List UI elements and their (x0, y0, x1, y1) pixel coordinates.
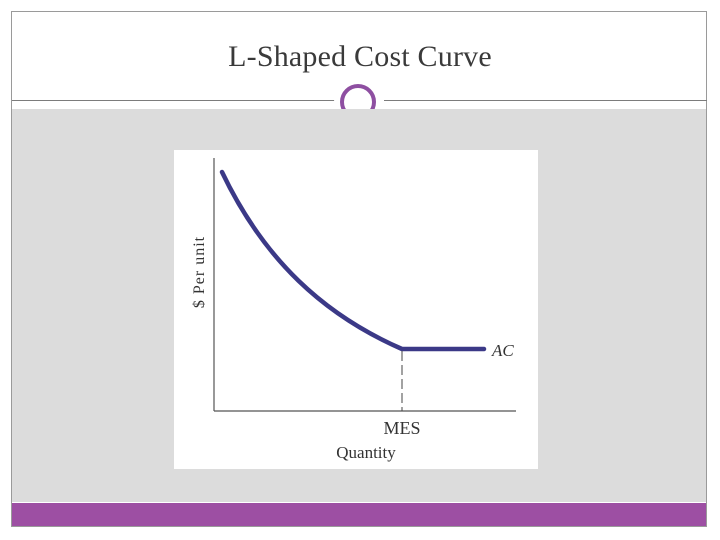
cost-curve-figure: AC MES Quantity $ Per unit (174, 150, 538, 469)
title-divider-right (384, 100, 707, 101)
ac-curve (219, 169, 487, 352)
ac-label: AC (491, 341, 514, 360)
x-axis-label: Quantity (336, 443, 396, 462)
y-axis-label: $ Per unit (191, 236, 208, 308)
slide-title: L-Shaped Cost Curve (228, 40, 492, 73)
title-divider-left (12, 100, 336, 101)
mes-label: MES (383, 418, 420, 438)
footer-accent-bar (12, 503, 706, 526)
cost-curve-diagram: AC MES Quantity $ Per unit (191, 158, 516, 462)
slide-frame (11, 11, 707, 527)
